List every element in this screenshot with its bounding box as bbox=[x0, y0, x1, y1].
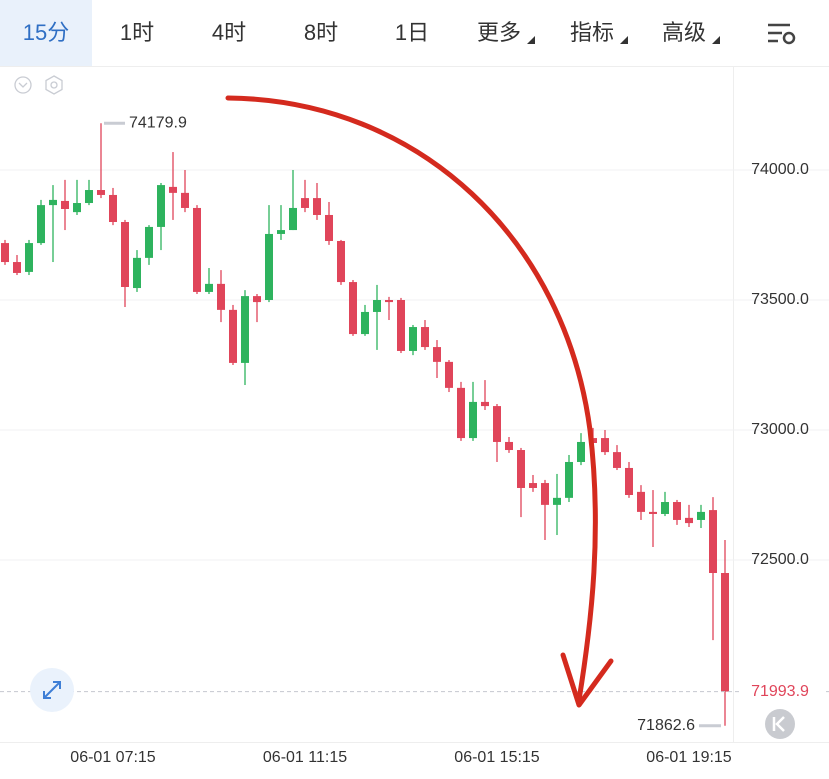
candle-body bbox=[529, 483, 537, 488]
settings-icon[interactable] bbox=[768, 23, 796, 45]
min-price-label: 71862.6 bbox=[637, 717, 695, 734]
candle-body bbox=[409, 327, 417, 351]
candle-body bbox=[37, 205, 45, 244]
candle-body bbox=[577, 441, 585, 462]
candle-body bbox=[385, 300, 393, 303]
candles bbox=[1, 123, 729, 726]
tab[interactable]: 1日 bbox=[395, 20, 429, 45]
candle-body bbox=[229, 309, 237, 363]
candle-body bbox=[613, 452, 621, 468]
candle-body bbox=[169, 186, 177, 193]
annotation-arrowhead bbox=[560, 652, 614, 708]
x-tick-label: 06-01 11:15 bbox=[263, 749, 347, 766]
y-tick-label: 73500.0 bbox=[751, 291, 809, 308]
candle-body bbox=[673, 502, 681, 520]
last-price-bg bbox=[740, 679, 826, 704]
candle-body bbox=[25, 243, 33, 272]
candle-body bbox=[721, 573, 729, 692]
candle-body bbox=[661, 502, 669, 514]
grid bbox=[0, 169, 829, 561]
candle-body bbox=[133, 257, 141, 289]
dropdown-icon bbox=[712, 36, 720, 44]
toolbar-icons[interactable] bbox=[14, 75, 63, 95]
dropdown-icon bbox=[527, 36, 535, 44]
candle-body bbox=[469, 401, 477, 439]
candle-body bbox=[517, 450, 525, 488]
candle-body bbox=[421, 327, 429, 348]
y-tick-label: 73000.0 bbox=[751, 421, 809, 438]
candle-body bbox=[253, 296, 261, 303]
candle-body bbox=[337, 240, 345, 283]
back-to-latest-button[interactable] bbox=[765, 709, 795, 739]
candle-body bbox=[1, 243, 9, 263]
candle-body bbox=[349, 282, 357, 335]
candle-body bbox=[565, 461, 573, 498]
tab[interactable]: 4时 bbox=[212, 20, 246, 45]
x-tick-label: 06-01 19:15 bbox=[646, 749, 732, 766]
candle-body bbox=[637, 491, 645, 512]
tab[interactable]: 1时 bbox=[120, 20, 154, 45]
y-tick-label: 74000.0 bbox=[751, 161, 809, 178]
tab[interactable]: 8时 bbox=[304, 20, 338, 45]
candle-body bbox=[445, 361, 453, 388]
candle-body bbox=[685, 517, 693, 524]
candle-body bbox=[85, 190, 93, 204]
candle-body bbox=[49, 199, 57, 206]
candle-body bbox=[301, 198, 309, 208]
tab[interactable]: 指标 bbox=[570, 20, 614, 45]
candle-body bbox=[61, 200, 69, 209]
candle-body bbox=[313, 198, 321, 215]
candle-body bbox=[325, 214, 333, 241]
candle-body bbox=[265, 233, 273, 300]
candle-body bbox=[625, 467, 633, 495]
expand-button[interactable] bbox=[30, 668, 74, 712]
tab[interactable]: 更多 bbox=[477, 20, 521, 45]
x-tick-label: 06-01 07:15 bbox=[70, 749, 156, 766]
y-tick-label: 72500.0 bbox=[751, 551, 809, 568]
candle-body bbox=[205, 283, 213, 292]
candle-body bbox=[289, 207, 297, 231]
candle-body bbox=[649, 511, 657, 514]
candle-body bbox=[505, 441, 513, 451]
candle-body bbox=[277, 230, 285, 234]
candle-body bbox=[73, 203, 81, 213]
candle-body bbox=[13, 262, 21, 273]
candle-body bbox=[397, 300, 405, 351]
candle-body bbox=[241, 296, 249, 363]
max-price-label: 74179.9 bbox=[129, 114, 187, 131]
candle-body bbox=[109, 194, 117, 222]
candle-body bbox=[193, 207, 201, 292]
candle-body bbox=[697, 511, 705, 520]
candle-body bbox=[373, 300, 381, 312]
tab[interactable]: 高级 bbox=[662, 20, 706, 45]
annotation-arrow bbox=[225, 95, 598, 703]
active-tab-bg bbox=[0, 0, 92, 66]
x-tick-label: 06-01 15:15 bbox=[454, 749, 540, 766]
last-price-label: 71993.9 bbox=[751, 683, 809, 700]
candle-body bbox=[553, 497, 561, 505]
candle-body bbox=[601, 438, 609, 453]
candle-body bbox=[541, 483, 549, 505]
candle-body bbox=[433, 347, 441, 362]
candle-body bbox=[97, 190, 105, 195]
candle-body bbox=[121, 222, 129, 287]
candle-body bbox=[709, 510, 717, 573]
labels: 72500.0 73000.0 73500.0 74000.0 06-01 07:15 0… bbox=[0, 114, 829, 766]
candle-body bbox=[481, 401, 489, 407]
candle-body bbox=[145, 226, 153, 258]
candle-body bbox=[217, 283, 225, 310]
candle-body bbox=[181, 192, 189, 208]
dropdown-icon bbox=[620, 36, 628, 44]
candle-body bbox=[457, 387, 465, 439]
candle-body bbox=[157, 185, 165, 227]
candle-body bbox=[493, 406, 501, 442]
candle-body bbox=[361, 311, 369, 335]
tab[interactable]: 15分 bbox=[23, 20, 69, 45]
